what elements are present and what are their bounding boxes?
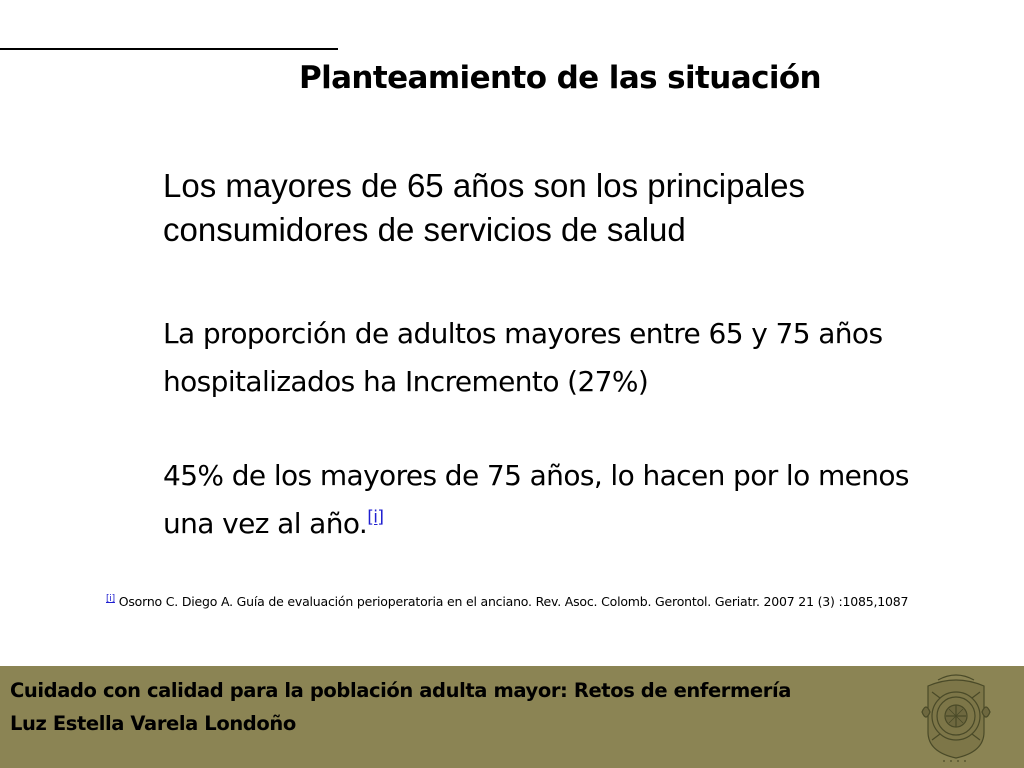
footer-author-name: Luz Estella Varela Londoño [10,712,296,735]
university-seal-icon [921,674,991,762]
footnote-mark-link[interactable]: [i] [106,593,115,604]
paragraph-hospitalization-proportion: La proporción de adultos mayores entre 6… [163,317,883,398]
slide-title: Planteamiento de las situación [298,60,822,96]
paragraph-hospitalization-frequency: 45% de los mayores de 75 años, lo hacen … [163,452,963,548]
footnote-reference-link[interactable]: [i] [367,507,384,528]
footnote: [i] Osorno C. Diego A. Guía de evaluació… [106,592,966,611]
footer-bar: Cuidado con calidad para la población ad… [0,666,1024,768]
paragraph-frequency-text: 45% de los mayores de 75 años, lo hacen … [163,459,910,540]
slide-body: Los mayores de 65 años son los principal… [163,164,963,548]
paragraph-main-consumers: Los mayores de 65 años son los principal… [163,167,806,248]
footnote-text: Osorno C. Diego A. Guía de evaluación pe… [114,594,909,609]
footer-presentation-title: Cuidado con calidad para la población ad… [10,679,792,702]
title-divider-line [0,48,338,50]
